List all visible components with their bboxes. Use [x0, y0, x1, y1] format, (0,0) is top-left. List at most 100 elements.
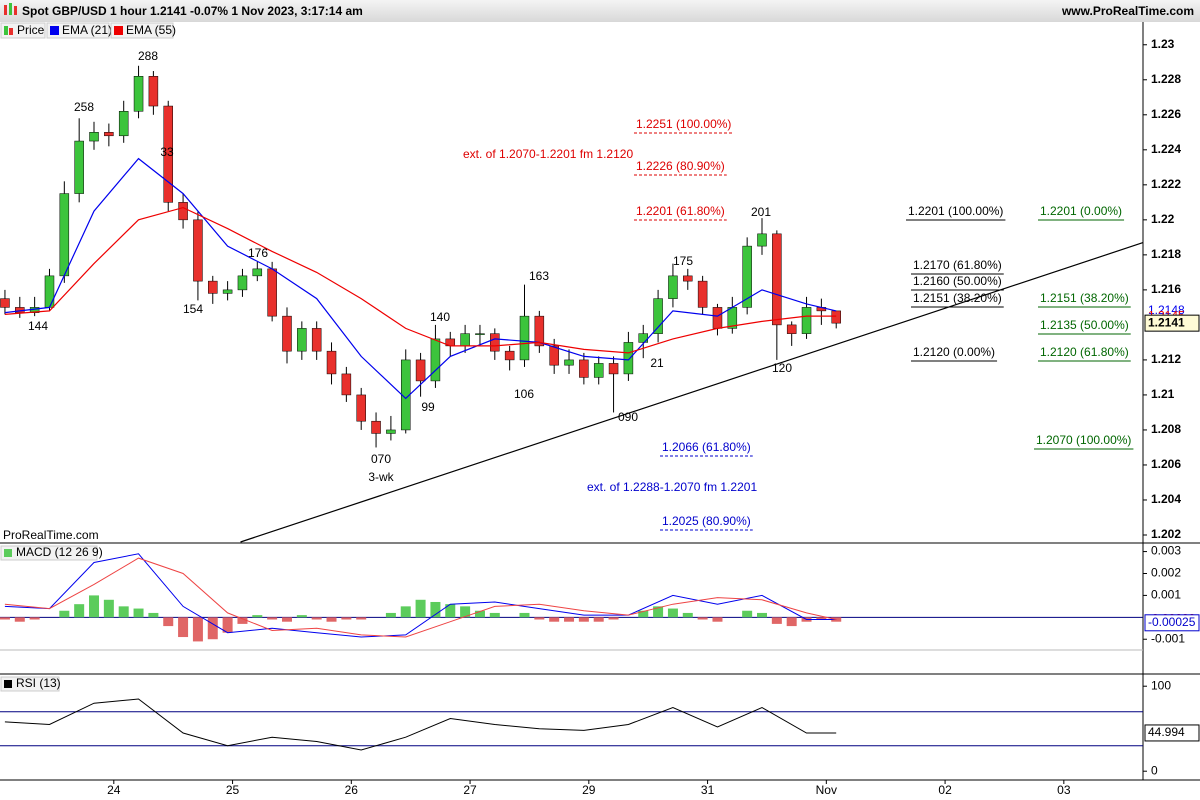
ema-line [4, 157, 837, 400]
candle-body [623, 342, 634, 375]
histogram-bar [519, 612, 530, 618]
legend-label: EMA (55) [126, 23, 176, 37]
histogram-bar [608, 617, 619, 620]
candle-body [59, 193, 70, 277]
candle-body [564, 359, 574, 366]
histogram-bar [534, 617, 545, 620]
header-site: www.ProRealTime.com [1061, 4, 1194, 18]
candle-body [534, 315, 545, 347]
candle-body [193, 219, 203, 282]
y-tick-label: 1.204 [1151, 492, 1181, 506]
histogram-bar [296, 615, 307, 618]
fib-label: 1.2066 (61.80%) [662, 440, 751, 454]
candle-body [267, 268, 277, 317]
y-tick-label: 1.222 [1151, 177, 1181, 191]
histogram-bar [667, 608, 678, 618]
ema-line [4, 206, 837, 354]
candle-body [579, 359, 589, 378]
wave-label: 99 [421, 400, 435, 414]
candle-body [326, 350, 337, 375]
fib-label: 1.2070 (100.00%) [1036, 433, 1131, 447]
fib-label: 1.2120 (0.00%) [913, 345, 995, 359]
fib-label: 1.2201 (0.00%) [1040, 204, 1122, 218]
histogram-bar [222, 617, 233, 633]
candle-body [742, 245, 752, 308]
histogram-bar [14, 617, 25, 622]
legend-box [110, 22, 174, 39]
histogram-bar [326, 617, 337, 622]
candle-body [163, 105, 173, 203]
histogram-bar [638, 610, 649, 618]
x-tick-label: 29 [582, 783, 596, 797]
candle-body [311, 328, 322, 352]
wave-label: 163 [529, 269, 549, 283]
histogram-bar [341, 617, 352, 620]
wave-label: 258 [74, 100, 94, 114]
candle-body [608, 363, 619, 375]
candle-body [549, 345, 559, 366]
histogram-bar [771, 617, 782, 624]
histogram-bar [385, 612, 396, 618]
histogram-bar [460, 606, 471, 618]
rsi-line [4, 698, 837, 751]
fib-label: 1.2226 (80.90%) [636, 159, 725, 173]
x-tick-label: 26 [345, 783, 359, 797]
price-marker-box [1144, 724, 1200, 742]
candle-body [297, 328, 307, 352]
histogram-bar [118, 606, 129, 618]
candle-body [697, 280, 708, 308]
candle-body [430, 338, 441, 382]
histogram-bar [163, 617, 174, 627]
histogram-bar [578, 617, 589, 622]
histogram-bar [0, 617, 10, 620]
y-tick-label: 1.216 [1151, 282, 1181, 296]
candle-body [490, 333, 500, 352]
candle-body [519, 315, 530, 361]
pane-title-box [0, 545, 98, 561]
candle-body [460, 333, 470, 347]
candle-body [712, 307, 723, 329]
legend-swatch [114, 26, 123, 35]
fib-label: 1.2151 (38.20%) [1040, 291, 1129, 305]
y-tick-label: 1.206 [1151, 457, 1181, 471]
y-tick-label: 1.228 [1151, 72, 1181, 86]
fib-label: 1.2151 (38.20%) [913, 291, 1002, 305]
histogram-bar [474, 610, 485, 618]
wave-label: 106 [514, 387, 534, 401]
y-tick-label: 0.001 [1151, 588, 1181, 602]
y-tick-label: -0.001 [1151, 631, 1185, 645]
fib-label: 1.2160 (50.00%) [913, 274, 1002, 288]
x-tick-label: Nov [816, 783, 837, 797]
candle-body [415, 359, 426, 382]
y-tick-label: 1.208 [1151, 422, 1181, 436]
candle-body [208, 280, 218, 294]
watermark: ProRealTime.com [3, 528, 99, 542]
candle-body [638, 333, 648, 343]
y-tick-label: 0.003 [1151, 544, 1181, 558]
histogram-bar [281, 617, 292, 622]
wave-label: 288 [138, 49, 158, 63]
candle-body [104, 132, 114, 137]
candle-body [386, 429, 396, 434]
header-icon [4, 5, 7, 15]
wave-label: 144 [28, 319, 48, 333]
candle-body [772, 233, 782, 326]
histogram-bar [445, 604, 456, 618]
price-marker-label: 44.994 [1148, 725, 1185, 739]
wave-label: 21 [650, 356, 664, 370]
candle-body [222, 289, 233, 294]
pane-title-icon [4, 549, 12, 557]
histogram-bar [207, 617, 218, 640]
candle-body [504, 350, 515, 361]
pane-title-icon [4, 680, 12, 688]
pane-title-box [0, 676, 60, 692]
histogram-bar [786, 617, 797, 627]
histogram-bar [148, 612, 159, 618]
candle-body [44, 275, 55, 308]
histogram-bar [712, 617, 723, 622]
candle-body [178, 202, 188, 221]
histogram-bar [89, 595, 100, 618]
candle-body [282, 315, 292, 352]
